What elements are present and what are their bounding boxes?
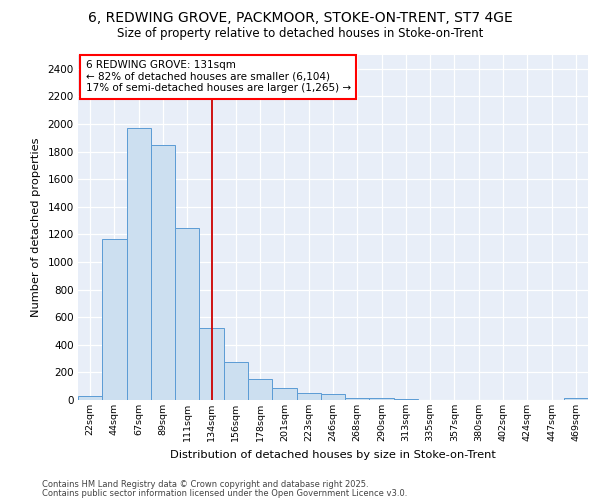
Bar xyxy=(127,128,151,400)
Text: Contains HM Land Registry data © Crown copyright and database right 2025.: Contains HM Land Registry data © Crown c… xyxy=(42,480,368,489)
Bar xyxy=(321,394,345,400)
Bar xyxy=(151,144,175,400)
Bar xyxy=(199,328,224,400)
Bar xyxy=(370,398,394,400)
Bar xyxy=(564,398,588,400)
Text: 6, REDWING GROVE, PACKMOOR, STOKE-ON-TRENT, ST7 4GE: 6, REDWING GROVE, PACKMOOR, STOKE-ON-TRE… xyxy=(88,11,512,25)
Text: Size of property relative to detached houses in Stoke-on-Trent: Size of property relative to detached ho… xyxy=(117,28,483,40)
Bar xyxy=(345,398,370,400)
Bar xyxy=(394,398,418,400)
Bar xyxy=(272,388,296,400)
Bar xyxy=(296,393,321,400)
Text: Contains public sector information licensed under the Open Government Licence v3: Contains public sector information licen… xyxy=(42,488,407,498)
Bar xyxy=(175,228,199,400)
X-axis label: Distribution of detached houses by size in Stoke-on-Trent: Distribution of detached houses by size … xyxy=(170,450,496,460)
Bar xyxy=(78,396,102,400)
Bar xyxy=(102,238,127,400)
Bar xyxy=(224,362,248,400)
Y-axis label: Number of detached properties: Number of detached properties xyxy=(31,138,41,318)
Text: 6 REDWING GROVE: 131sqm
← 82% of detached houses are smaller (6,104)
17% of semi: 6 REDWING GROVE: 131sqm ← 82% of detache… xyxy=(86,60,351,94)
Bar xyxy=(248,378,272,400)
